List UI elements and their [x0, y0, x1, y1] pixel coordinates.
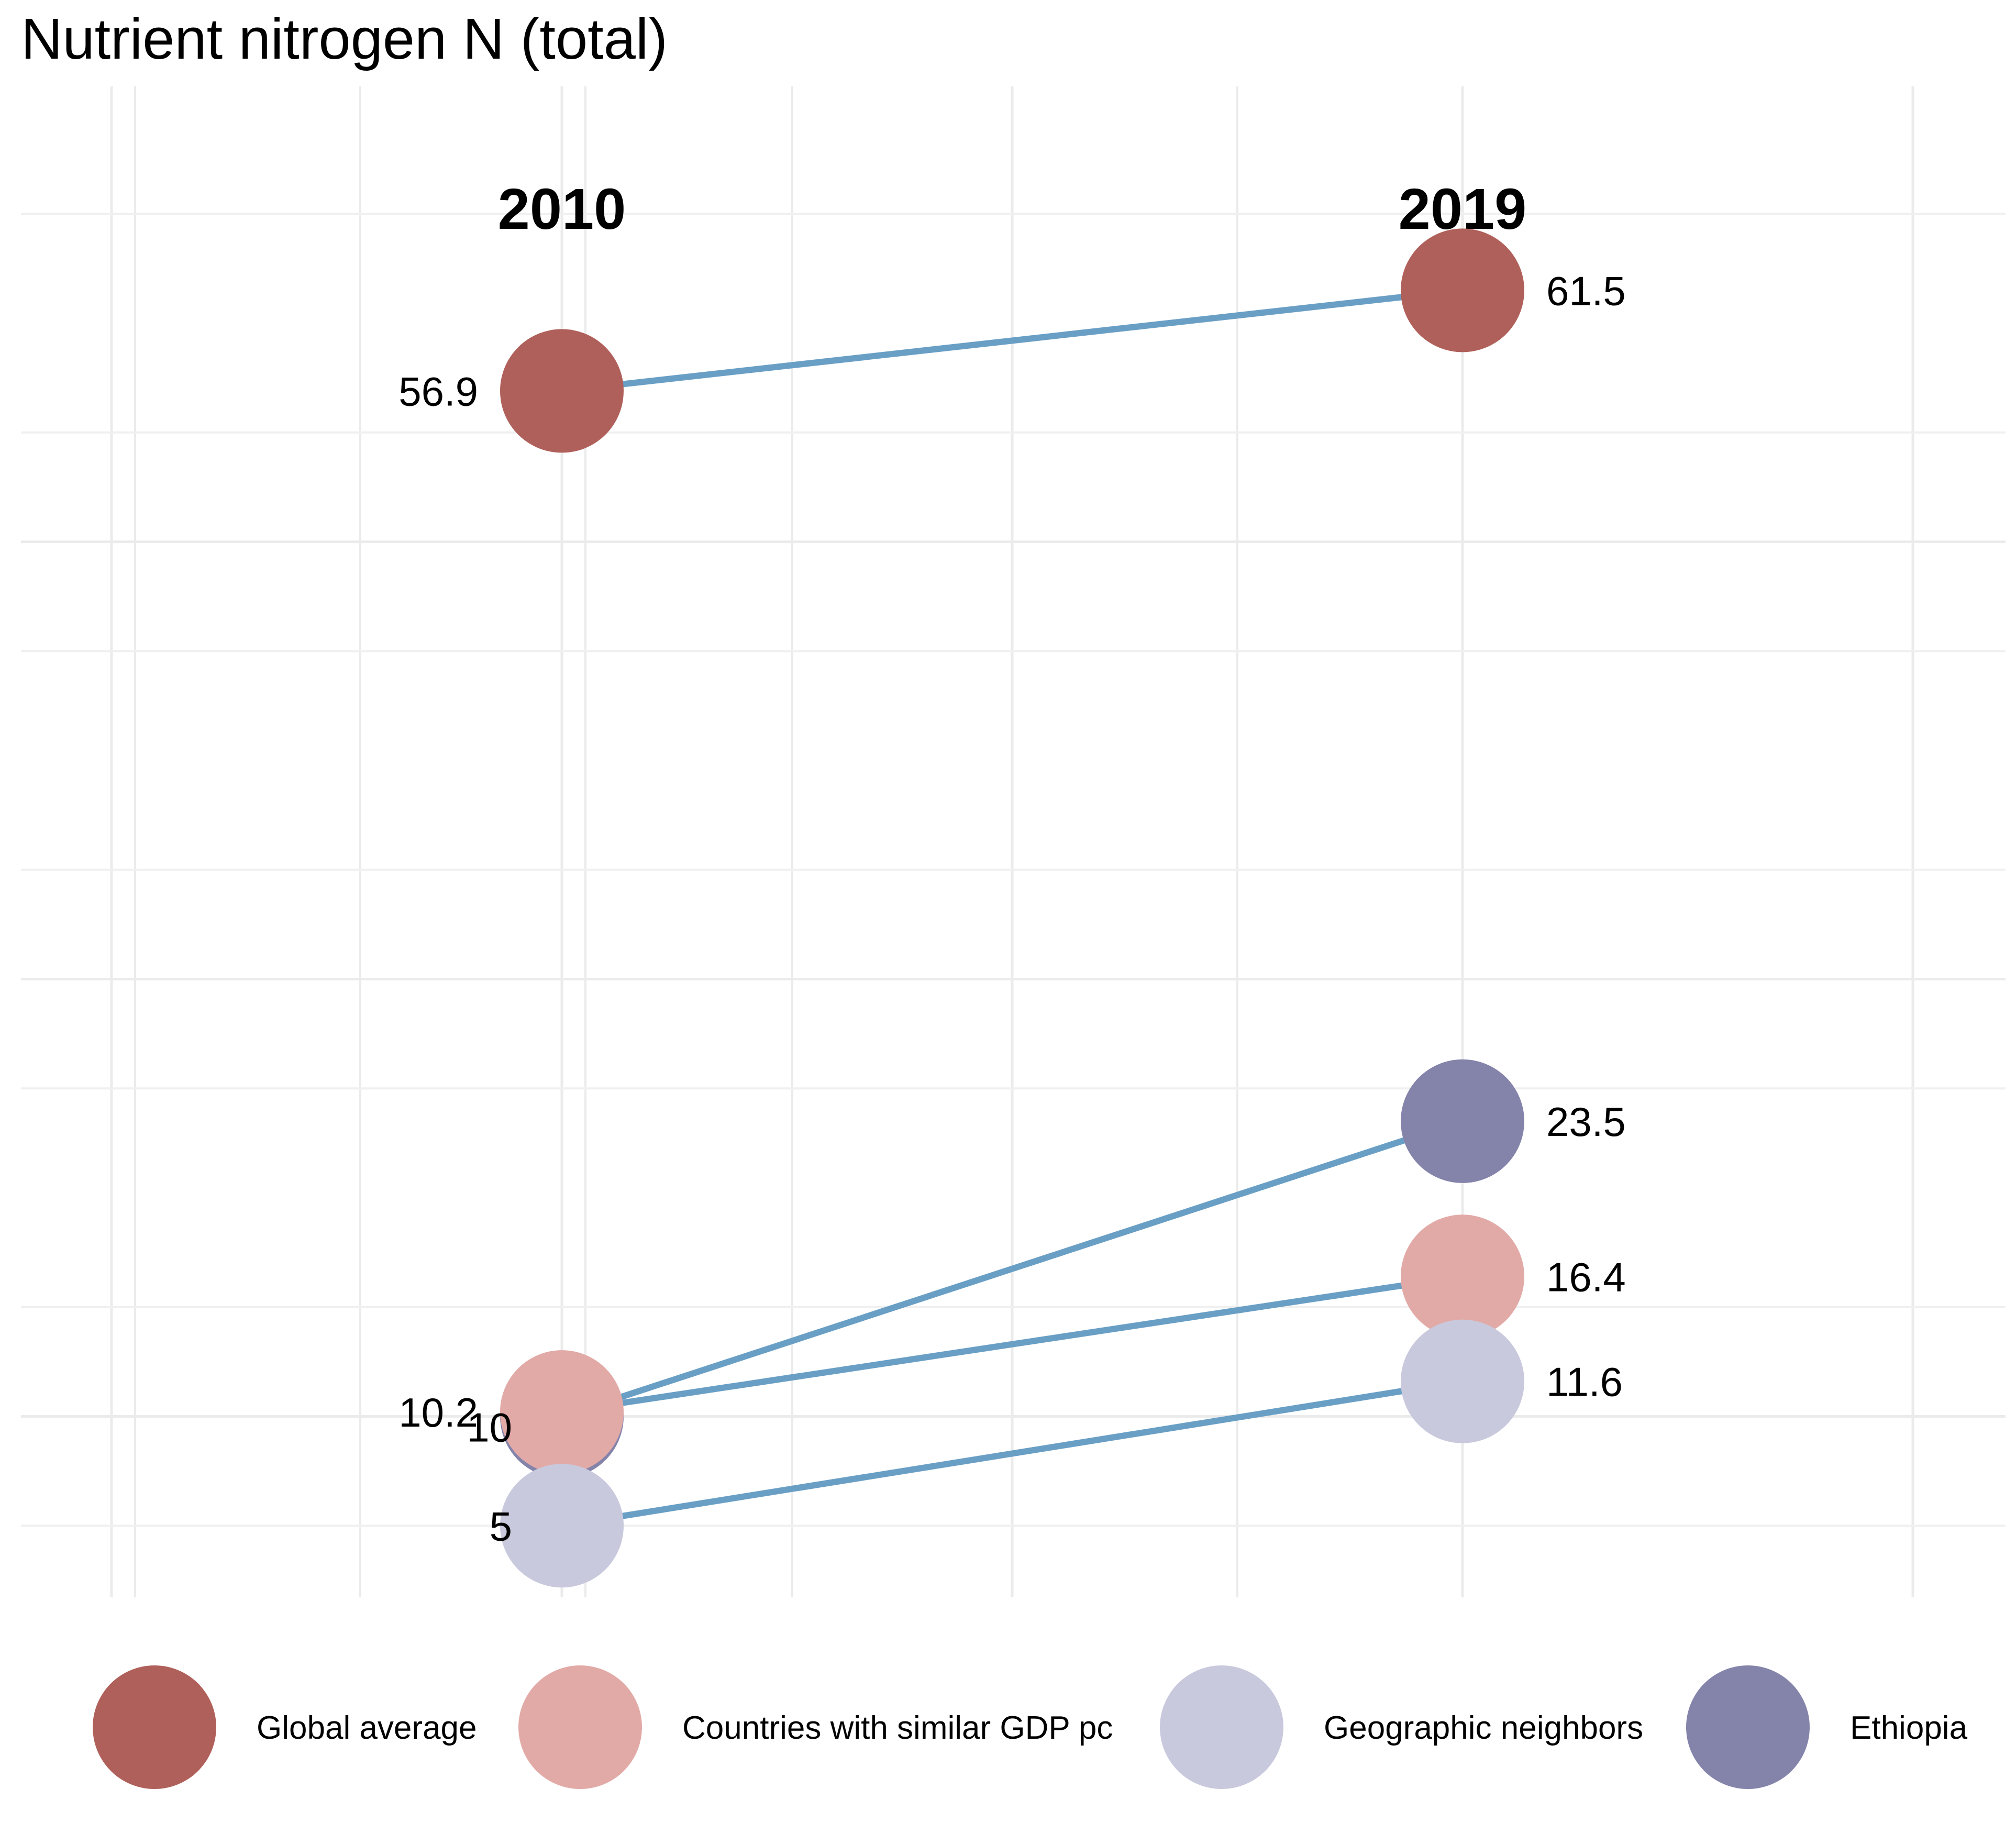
- chart-title: Nutrient nitrogen N (total): [21, 7, 668, 71]
- legend-key: [93, 1665, 216, 1789]
- data-points: [500, 228, 1524, 1588]
- legend-label: Geographic neighbors: [1324, 1710, 1643, 1746]
- data-point: [1401, 1059, 1524, 1183]
- value-label: 23.5: [1546, 1099, 1626, 1145]
- data-point: [1401, 1319, 1524, 1443]
- value-labels: 56.9 61.5 10.2 16.4 5 11.6 10 23.5: [398, 268, 1626, 1549]
- legend-key: [1160, 1665, 1283, 1789]
- value-label: 10: [467, 1405, 512, 1451]
- legend-label: Countries with similar GDP pc: [682, 1710, 1113, 1746]
- value-label: 61.5: [1546, 268, 1626, 314]
- slope-line: [559, 1118, 1466, 1420]
- grid: [21, 86, 2006, 1597]
- legend-label: Ethiopia: [1850, 1710, 1968, 1746]
- value-label: 11.6: [1546, 1359, 1623, 1405]
- value-label: 56.9: [398, 368, 478, 414]
- year-header-2010: 2010: [498, 177, 626, 241]
- data-point: [1401, 228, 1524, 352]
- legend: Global average Countries with similar GDP…: [93, 1665, 1968, 1789]
- legend-key: [518, 1665, 642, 1789]
- value-label: 16.4: [1546, 1254, 1626, 1300]
- value-label: 10.2: [398, 1389, 478, 1436]
- legend-label: Global average: [257, 1710, 477, 1746]
- data-point: [1401, 1214, 1524, 1339]
- slope-line: [559, 1378, 1466, 1529]
- data-point: [500, 329, 624, 453]
- data-point: [500, 1464, 624, 1588]
- value-label: 5: [490, 1503, 512, 1549]
- slope-line: [559, 1273, 1466, 1416]
- data-point: [500, 1350, 624, 1474]
- legend-key: [1686, 1665, 1810, 1789]
- slope-lines: [559, 287, 1466, 1529]
- slope-line: [559, 287, 1466, 394]
